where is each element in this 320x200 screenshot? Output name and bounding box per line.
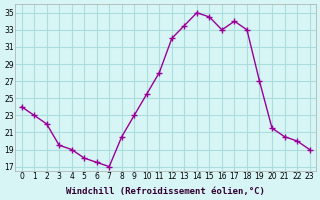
X-axis label: Windchill (Refroidissement éolien,°C): Windchill (Refroidissement éolien,°C)	[66, 187, 265, 196]
